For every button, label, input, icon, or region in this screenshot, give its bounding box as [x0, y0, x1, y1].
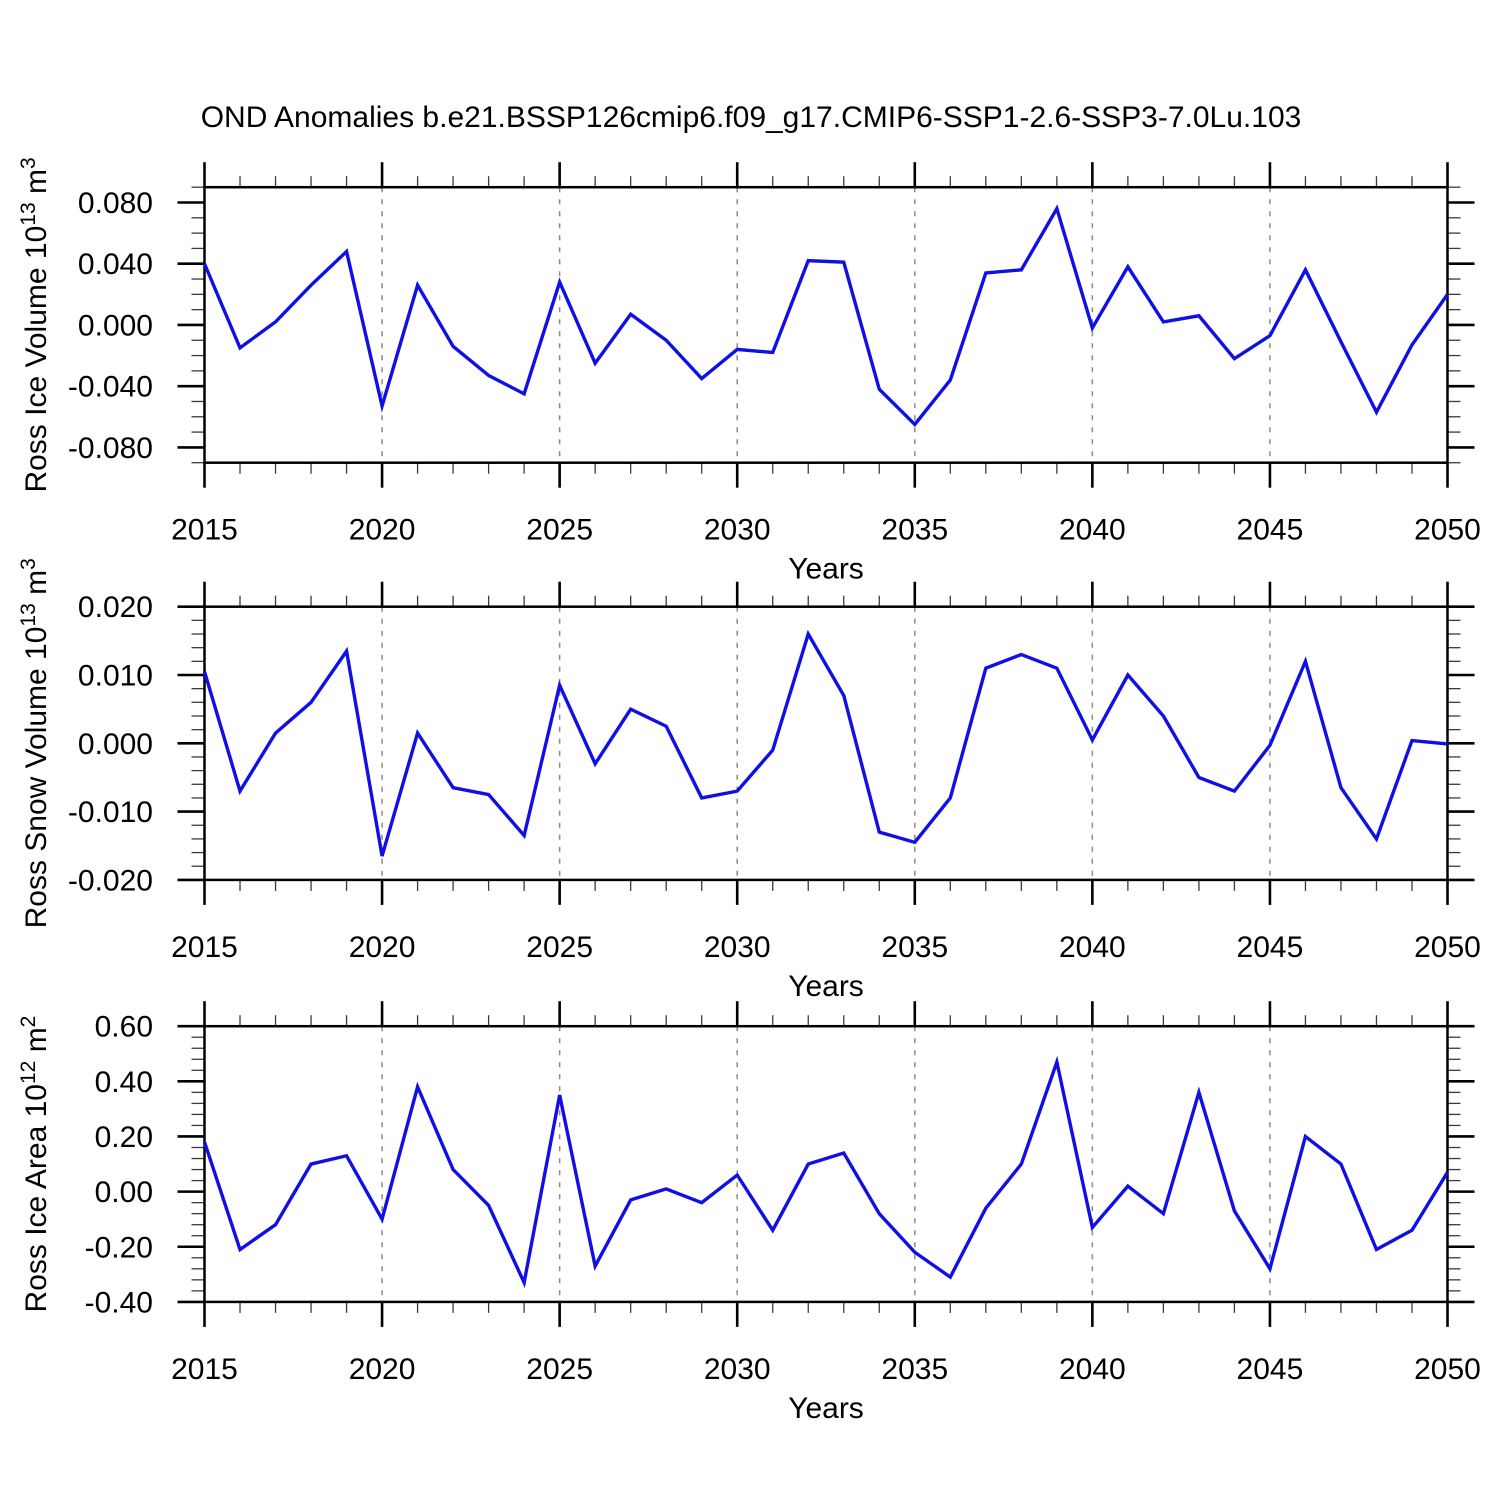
x-tick-label: 2015 [171, 1353, 238, 1386]
y-tick-label: 0.040 [78, 248, 153, 281]
y-tick-label: -0.010 [68, 796, 153, 829]
x-tick-label: 2035 [881, 1353, 948, 1386]
x-axis-title: Years [788, 970, 864, 1003]
y-axis-title: Ross Ice Area 1012 m2 [17, 1016, 53, 1313]
panel-ross-ice-area: 0.60 0.40 0.20 0.00 -0.20 -0.40 2015 2020 2025 20… [17, 1001, 1481, 1425]
y-axis-title: Ross Ice Volume 1013 m3 [17, 157, 53, 492]
x-tick-label: 2025 [526, 1353, 593, 1386]
y-axis-title: Ross Snow Volume 1013 m3 [17, 558, 53, 928]
x-tick-label: 2040 [1059, 931, 1126, 964]
x-tick-label: 2035 [881, 514, 948, 547]
series-line-ross-snow-volume [202, 629, 1448, 857]
x-tick-label: 2035 [881, 931, 948, 964]
x-tick-label: 2015 [171, 931, 238, 964]
x-tick-label: 2040 [1059, 514, 1126, 547]
x-tick-label: 2050 [1414, 931, 1481, 964]
y-tick-label: 0.020 [78, 591, 153, 624]
y-tick-label: -0.080 [68, 432, 153, 465]
x-tick-label: 2030 [704, 1353, 771, 1386]
y-tick-label: -0.20 [85, 1231, 153, 1264]
x-tick-label: 2025 [526, 931, 593, 964]
x-tick-label: 2025 [526, 514, 593, 547]
x-tick-label: 2020 [349, 931, 416, 964]
panel-frame [203, 1024, 1449, 1304]
chart-panels: 0.080 0.040 0.000 -0.040 -0.080 2015 2020 2025 2… [17, 157, 1481, 1425]
x-tick-label: 2030 [704, 931, 771, 964]
x-tick-label: 2020 [349, 1353, 416, 1386]
x-tick-label: 2045 [1237, 931, 1304, 964]
series-line-ross-ice-volume [202, 204, 1449, 427]
y-tick-label: 0.00 [95, 1176, 153, 1209]
y-tick-label: 0.000 [78, 309, 153, 342]
x-axis-title: Years [788, 1392, 864, 1425]
y-tick-label: 0.20 [95, 1121, 153, 1154]
x-tick-label: 2045 [1237, 514, 1304, 547]
x-tick-label: 2020 [349, 514, 416, 547]
x-axis-title: Years [788, 553, 864, 586]
y-tick-label: -0.40 [85, 1286, 153, 1319]
x-tick-label: 2050 [1414, 514, 1481, 547]
series-line-ross-ice-area [202, 1055, 1449, 1289]
panel-ross-ice-volume: 0.080 0.040 0.000 -0.040 -0.080 2015 2020 2025 2… [17, 157, 1481, 585]
panel-ross-snow-volume: 0.020 0.010 0.000 -0.010 -0.020 2015 2020 2025 2… [17, 558, 1481, 1003]
y-tick-label: 0.000 [78, 728, 153, 761]
y-tick-label: -0.040 [68, 371, 153, 404]
y-tick-label: 0.40 [95, 1066, 153, 1099]
y-tick-label: 0.60 [95, 1011, 153, 1044]
x-tick-label: 2050 [1414, 1353, 1481, 1386]
figure-title: OND Anomalies b.e21.BSSP126cmip6.f09_g17… [201, 101, 1302, 134]
y-tick-label: 0.080 [78, 187, 153, 220]
x-tick-label: 2040 [1059, 1353, 1126, 1386]
x-tick-label: 2015 [171, 514, 238, 547]
panel-frame [203, 185, 1449, 464]
y-tick-label: 0.010 [78, 660, 153, 693]
panel-frame [203, 605, 1449, 882]
y-tick-label: -0.020 [68, 864, 153, 897]
x-tick-label: 2045 [1237, 1353, 1304, 1386]
x-tick-label: 2030 [704, 514, 771, 547]
